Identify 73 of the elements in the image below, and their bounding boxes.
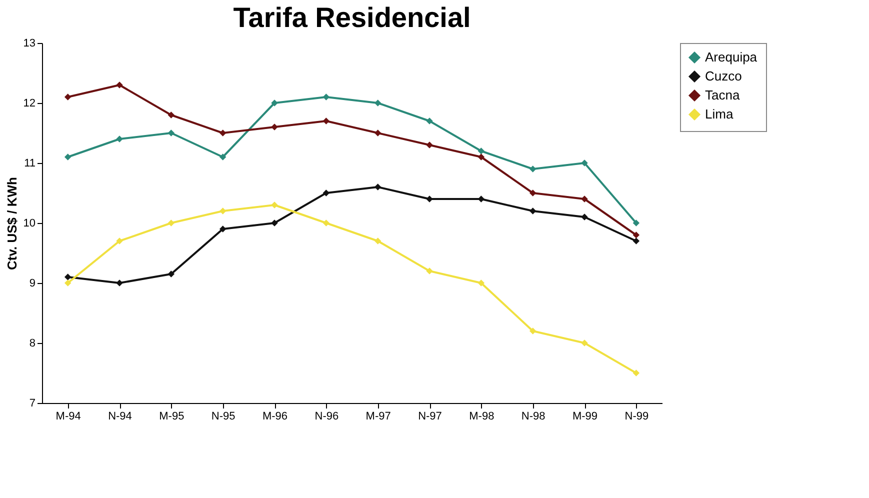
point — [632, 370, 640, 376]
y-tick-label: 7 — [29, 398, 36, 410]
y-tick-label: 9 — [29, 278, 36, 290]
point — [219, 226, 226, 232]
point — [271, 100, 278, 106]
point — [219, 208, 226, 214]
point — [64, 94, 72, 100]
point — [632, 220, 640, 226]
point — [322, 118, 330, 124]
y-tick-label: 13 — [23, 38, 36, 50]
x-tick-label: N-98 — [521, 410, 546, 422]
x-tick-label: M-95 — [159, 410, 184, 422]
x-tick-label: N-97 — [418, 410, 442, 422]
x-tick-label: N-95 — [211, 410, 236, 422]
y-tick-label: 8 — [29, 338, 36, 350]
point — [478, 280, 485, 286]
point — [529, 190, 536, 196]
legend-label: Arequipa — [705, 50, 758, 64]
point — [581, 196, 588, 202]
point — [632, 238, 640, 244]
point — [632, 232, 640, 238]
point — [64, 280, 72, 286]
point — [271, 220, 278, 226]
point — [581, 340, 588, 346]
point — [426, 142, 433, 148]
point — [529, 328, 536, 334]
point — [322, 220, 330, 226]
x-tick-label: M-98 — [469, 410, 494, 422]
point — [529, 208, 536, 214]
point — [322, 190, 330, 196]
point — [426, 268, 433, 274]
x-tick-label: M-94 — [56, 410, 81, 422]
point — [478, 154, 485, 160]
point — [168, 130, 175, 136]
point — [168, 112, 175, 118]
chart-title: Tarifa Residencial — [233, 2, 471, 33]
point — [219, 130, 226, 136]
point — [581, 214, 588, 220]
point — [116, 82, 123, 88]
legend-label: Cuzco — [705, 68, 742, 84]
point — [426, 196, 433, 202]
point — [478, 148, 485, 154]
y-tick-label: 12 — [23, 98, 36, 110]
x-tick-label: M-97 — [366, 410, 391, 422]
x-tick-label: N-99 — [624, 410, 649, 422]
point — [374, 100, 382, 106]
legend-label: Tacna — [705, 88, 740, 102]
point — [64, 154, 72, 160]
point — [116, 280, 123, 286]
y-tick-label: 10 — [23, 218, 36, 230]
point — [64, 274, 72, 280]
point — [271, 202, 278, 208]
point — [374, 238, 382, 244]
point — [219, 154, 226, 160]
point — [168, 270, 175, 278]
y-tick-label: 11 — [24, 158, 36, 170]
point — [478, 196, 485, 202]
point — [581, 160, 588, 166]
x-tick-label: M-99 — [572, 410, 598, 422]
point — [116, 238, 123, 244]
point — [168, 220, 175, 226]
point — [374, 130, 382, 136]
x-tick-label: M-96 — [262, 410, 288, 422]
x-tick-label: N-96 — [314, 410, 339, 422]
x-tick-label: N-94 — [108, 410, 132, 422]
point — [374, 184, 382, 190]
point — [426, 118, 433, 124]
legend-label: Lima — [705, 106, 734, 122]
point — [529, 166, 536, 172]
point — [322, 94, 330, 100]
point — [271, 124, 278, 130]
point — [116, 136, 123, 142]
y-axis-title: Ctv. US$ / KWh — [4, 176, 20, 270]
